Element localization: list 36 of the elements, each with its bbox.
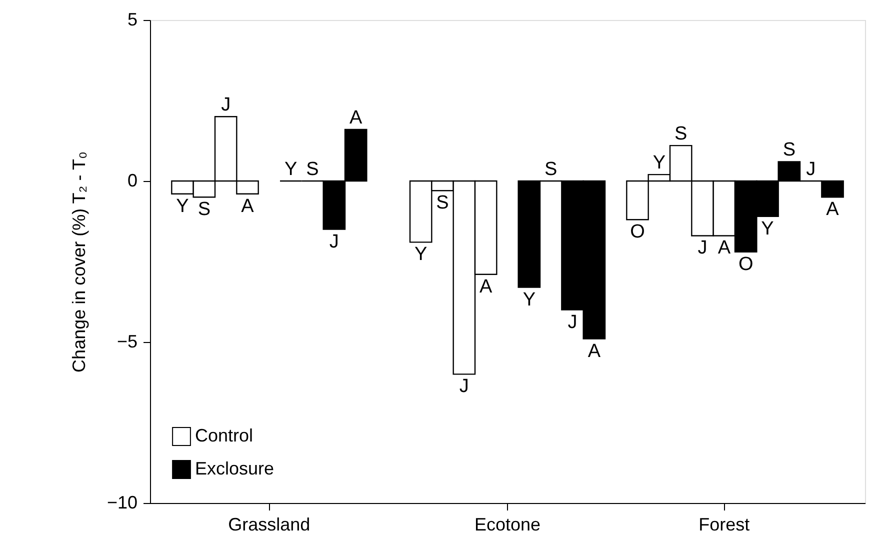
data-label: Y bbox=[761, 218, 774, 240]
y-tick-label: −10 bbox=[106, 492, 138, 512]
data-label: J bbox=[221, 94, 231, 116]
x-tick-label: Ecotone bbox=[474, 514, 541, 534]
data-label: Y bbox=[284, 159, 298, 180]
data-label: J bbox=[698, 238, 708, 259]
data-label: A bbox=[349, 107, 362, 128]
legend-label: Control bbox=[195, 426, 254, 446]
x-tick-label: Forest bbox=[698, 514, 750, 534]
data-label: O bbox=[738, 254, 754, 275]
data-label: A bbox=[718, 238, 731, 259]
y-tick-label: −5 bbox=[116, 332, 138, 352]
data-label: O bbox=[630, 222, 645, 243]
y-tick-label: 5 bbox=[127, 10, 138, 30]
legend-label: Exclosure bbox=[195, 458, 274, 478]
data-label: J bbox=[806, 159, 816, 180]
data-label: J bbox=[568, 312, 578, 333]
data-label: J bbox=[329, 231, 339, 252]
data-label: S bbox=[436, 192, 449, 214]
data-label: S bbox=[782, 140, 796, 161]
data-label: A bbox=[241, 196, 254, 217]
data-label: Y bbox=[652, 152, 666, 174]
data-label: Y bbox=[522, 289, 536, 310]
data-label: A bbox=[479, 276, 492, 298]
data-label: A bbox=[826, 199, 840, 220]
x-tick-label: Grassland bbox=[228, 514, 310, 534]
data-label: S bbox=[306, 159, 319, 180]
data-label: S bbox=[544, 159, 558, 180]
data-label: A bbox=[588, 340, 601, 362]
data-label: S bbox=[198, 199, 211, 220]
data-label: Y bbox=[176, 196, 190, 217]
y-tick-label: 0 bbox=[127, 170, 138, 190]
data-label: Y bbox=[414, 244, 428, 266]
data-label: J bbox=[459, 376, 469, 398]
data-label: S bbox=[674, 124, 688, 145]
y-axis-title: Change in cover (%) T₂ - T₀ bbox=[68, 152, 89, 372]
